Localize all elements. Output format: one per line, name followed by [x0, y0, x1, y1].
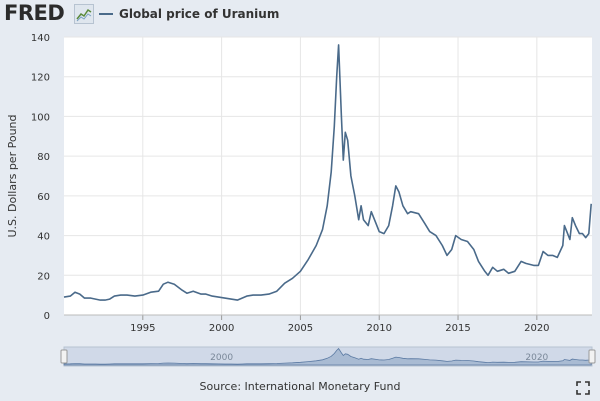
navigator-series [63, 347, 592, 366]
x-tick-label: 2020 [524, 323, 549, 334]
navigator-handle-left[interactable] [60, 349, 68, 364]
y-tick-label: 120 [31, 73, 50, 84]
y-tick-label: 140 [31, 33, 50, 44]
y-axis-label: U.S. Dollars per Pound [6, 115, 19, 238]
legend: Global price of Uranium [99, 5, 279, 23]
x-tick-label: 2015 [445, 323, 470, 334]
x-tick-label: 1995 [130, 323, 155, 334]
series-line-uranium [63, 44, 592, 301]
line-chart-icon [74, 4, 94, 24]
y-tick-label: 40 [37, 232, 50, 243]
source-note: Source: International Monetary Fund [199, 380, 401, 393]
y-tick-label: 0 [44, 311, 50, 322]
expand-icon[interactable] [576, 380, 590, 395]
y-tick-label: 100 [31, 112, 50, 123]
navigator-tick-label: 2000 [210, 353, 233, 363]
y-tick-label: 20 [37, 271, 50, 282]
fred-logo[interactable]: FRED [4, 1, 65, 25]
y-tick-label: 80 [37, 152, 50, 163]
navigator-tick-label: 2020 [525, 353, 548, 363]
chart-header: FRED Global price of Uranium [0, 0, 600, 28]
x-tick-label: 2000 [209, 323, 234, 334]
legend-swatch [99, 13, 113, 15]
x-tick-label: 2005 [288, 323, 313, 334]
y-tick-label: 60 [37, 192, 50, 203]
navigator-handle-right[interactable] [588, 349, 596, 364]
x-tick-label: 2010 [366, 323, 391, 334]
legend-entry: Global price of Uranium [119, 7, 280, 21]
